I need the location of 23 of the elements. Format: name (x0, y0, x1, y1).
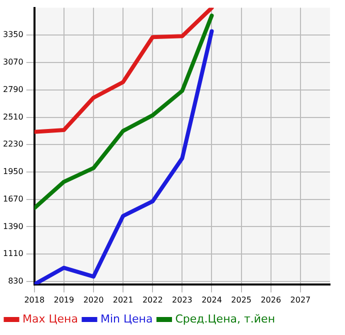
y-tick-label: 1390 (3, 222, 24, 231)
x-tick-label: 2023 (172, 295, 192, 304)
x-tick-label: 2018 (24, 295, 45, 304)
y-tick-label: 830 (8, 276, 24, 286)
y-tick-label: 3070 (3, 58, 24, 67)
y-tick-label: 2790 (3, 84, 24, 94)
legend-label: Min Цена (100, 312, 153, 326)
y-tick-label: 3350 (3, 30, 24, 40)
x-tick-label: 2021 (112, 295, 134, 304)
legend-label: Сред.Цена, т.йен (175, 312, 276, 326)
x-tick-label: 2026 (260, 295, 282, 304)
y-tick-label: 1670 (3, 194, 24, 204)
x-tick-label: 2019 (54, 295, 74, 304)
x-tick-label: 2024 (202, 295, 222, 304)
y-tick-label: 2510 (3, 112, 24, 122)
legend-label: Max Цена (22, 312, 78, 326)
y-tick-label: 2230 (3, 140, 24, 149)
x-tick-label: 2027 (290, 295, 311, 304)
x-tick-label: 2020 (83, 295, 104, 304)
x-tick-label: 2022 (142, 295, 163, 304)
x-tick-label: 2025 (231, 295, 252, 304)
y-tick-label: 1110 (3, 249, 24, 258)
y-tick-label: 1950 (3, 167, 24, 176)
